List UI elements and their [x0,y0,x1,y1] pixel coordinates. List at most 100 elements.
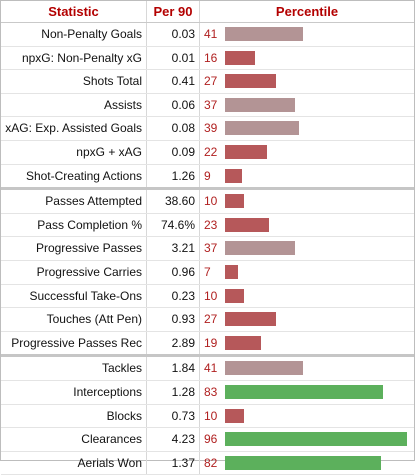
percentile-cell: 23 [200,214,414,237]
percentile-bar [225,97,295,112]
table-row: npxG + xAG 0.09 22 [1,140,414,165]
stat-name: Passes Attempted [1,190,147,213]
stat-name: npxG + xAG [1,140,147,164]
stat-name: Progressive Carries [1,260,147,284]
percentile-bar [225,455,381,470]
table-body: Non-Penalty Goals 0.03 41 npxG: Non-Penalty… [1,23,414,475]
percentile-cell: 10 [200,405,414,428]
stat-name: Progressive Passes Rec [1,331,147,355]
percentile-value: 41 [204,361,218,376]
percentile-value: 10 [204,408,218,423]
table-row: Progressive Carries 0.96 7 [1,260,414,285]
table-row: Non-Penalty Goals 0.03 41 [1,23,414,47]
table-row: Passes Attempted 38.60 10 [1,190,414,214]
percentile-value: 37 [204,241,218,256]
per90-value: 3.21 [147,237,200,260]
stat-name: Successful Take-Ons [1,284,147,308]
percentile-bar [225,288,244,303]
table-row: Shot-Creating Actions 1.26 9 [1,164,414,191]
per90-value: 0.23 [147,284,200,308]
percentile-cell: 9 [200,165,414,188]
percentile-bar [225,361,303,376]
per90-value: 74.6% [147,213,200,237]
percentile-cell: 27 [200,70,414,93]
header-per90[interactable]: Per 90 [147,1,200,22]
per90-value: 0.01 [147,46,200,70]
percentile-cell: 39 [200,117,414,140]
table-row: Clearances 4.23 96 [1,428,414,452]
percentile-cell: 10 [200,285,414,308]
percentile-cell: 19 [200,332,414,355]
percentile-bar [225,144,267,159]
table-row: Tackles 1.84 41 [1,357,414,381]
per90-value: 1.37 [147,451,200,475]
per90-value: 0.06 [147,93,200,117]
stat-name: Assists [1,93,147,117]
table-row: Successful Take-Ons 0.23 10 [1,284,414,309]
table-row: Shots Total 0.41 27 [1,70,414,94]
percentile-value: 7 [204,264,211,279]
stat-name: Blocks [1,404,147,428]
stat-name: Shot-Creating Actions [1,164,147,188]
percentile-bar [225,168,242,183]
stat-name: Non-Penalty Goals [1,23,147,46]
percentile-value: 96 [204,432,218,447]
table-row: Blocks 0.73 10 [1,404,414,429]
table-row: Progressive Passes Rec 2.89 19 [1,331,414,358]
per90-value: 0.93 [147,308,200,331]
header-statistic[interactable]: Statistic [1,1,147,22]
percentile-cell: 83 [200,381,414,404]
percentile-bar [225,312,276,327]
percentile-bar [225,194,244,209]
table-row: Progressive Passes 3.21 37 [1,237,414,261]
percentile-cell: 7 [200,261,414,284]
table-row: Interceptions 1.28 83 [1,380,414,405]
per90-value: 1.28 [147,380,200,404]
percentile-value: 9 [204,168,211,183]
table-row: Aerials Won 1.37 82 [1,451,414,475]
stat-name: Aerials Won [1,451,147,475]
percentile-value: 83 [204,384,218,399]
percentile-value: 82 [204,455,218,470]
percentile-bar [225,264,238,279]
header-percentile[interactable]: Percentile [275,4,339,19]
percentile-bar [225,74,276,89]
percentile-cell: 37 [200,94,414,117]
stat-name: Touches (Att Pen) [1,308,147,331]
percentile-value: 16 [204,50,218,65]
percentile-cell: 27 [200,308,414,331]
table-row: Touches (Att Pen) 0.93 27 [1,308,414,332]
per90-value: 0.08 [147,117,200,140]
percentile-cell: 96 [200,428,414,451]
per90-value: 0.96 [147,260,200,284]
percentile-cell: 37 [200,237,414,260]
percentile-bar [225,121,299,136]
percentile-cell: 41 [200,357,414,380]
percentile-bar [225,241,295,256]
percentile-bar [225,408,244,423]
percentile-value: 19 [204,335,218,350]
per90-value: 0.41 [147,70,200,93]
per90-value: 0.73 [147,404,200,428]
percentile-bar [225,27,303,41]
percentile-value: 41 [204,27,218,41]
percentile-bar [225,384,383,399]
per90-value: 38.60 [147,190,200,213]
table-row: npxG: Non-Penalty xG 0.01 16 [1,46,414,71]
per90-value: 1.84 [147,357,200,380]
percentile-value: 10 [204,194,218,209]
table-row: Assists 0.06 37 [1,93,414,118]
per90-value: 0.03 [147,23,200,46]
percentile-value: 37 [204,97,218,112]
percentile-value: 27 [204,74,218,89]
table-header: Statistic Per 90 Percentile [1,1,414,23]
stat-name: Tackles [1,357,147,380]
percentile-value: 39 [204,121,218,136]
percentile-value: 27 [204,312,218,327]
percentile-bar [225,217,269,232]
per90-value: 2.89 [147,331,200,355]
stat-name: Pass Completion % [1,213,147,237]
stat-name: Progressive Passes [1,237,147,260]
table-row: xAG: Exp. Assisted Goals 0.08 39 [1,117,414,141]
